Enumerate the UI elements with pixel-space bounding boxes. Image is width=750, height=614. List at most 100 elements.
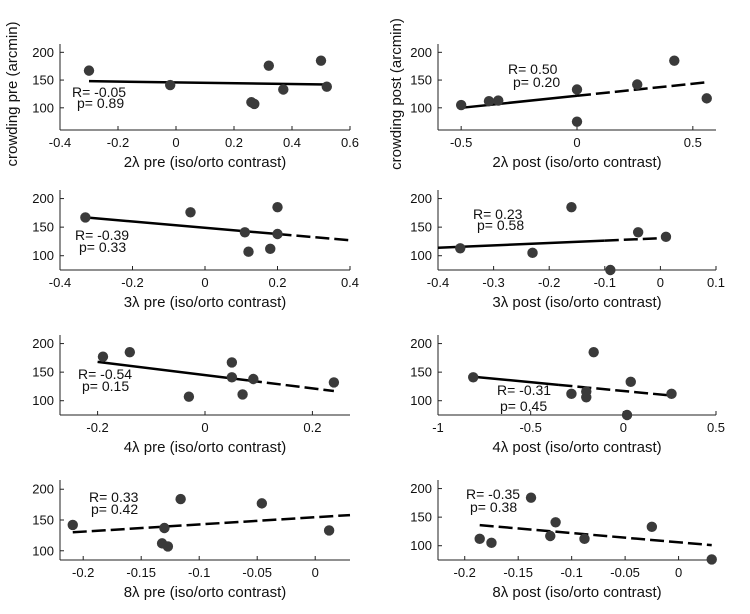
y-tick-label: 200 xyxy=(410,481,432,496)
x-tick-label: -0.2 xyxy=(121,275,143,290)
x-tick-label: 0.6 xyxy=(341,135,359,150)
panel-p4: -0.4 -0.3 -0.2 -0.1 0 0.1 100 150 200 3λ post (is… xyxy=(410,190,725,311)
x-tick-label: 0 xyxy=(620,420,627,435)
p-value-annotation: p= 0.38 xyxy=(470,499,517,515)
x-tick-label: 0.5 xyxy=(684,135,702,150)
data-point xyxy=(328,377,340,388)
data-point xyxy=(571,116,583,127)
x-tick-label: 0.4 xyxy=(283,135,301,150)
regression-line-solid xyxy=(88,79,327,86)
data-point xyxy=(323,525,335,536)
data-point xyxy=(646,521,658,533)
x-tick-label: -0.1 xyxy=(594,275,616,290)
data-point xyxy=(571,84,583,95)
data-point xyxy=(666,388,677,400)
panel-p5: -0.2 0 0.2 100 150 200 4λ pre (iso/orto contra… xyxy=(32,335,350,456)
x-tick-label: -0.2 xyxy=(538,275,560,290)
data-point xyxy=(455,99,467,111)
data-point xyxy=(165,79,176,91)
data-point xyxy=(80,212,91,223)
x-tick-label: 0.2 xyxy=(225,135,243,150)
p-value-annotation: p= 0.45 xyxy=(500,398,547,414)
regression-line-dashed xyxy=(247,379,335,393)
r-value-annotation: R= 0.23 xyxy=(473,206,523,222)
y-tick-label: 150 xyxy=(32,220,54,235)
data-point xyxy=(483,95,495,107)
x-tick-label: 0 xyxy=(201,275,208,290)
panel-p1: -0.4 -0.2 0 0.2 0.4 0.6 100 150 200 2λ pre (iso/o… xyxy=(4,21,359,171)
data-point xyxy=(263,60,274,71)
panel-p7: -0.2 -0.15 -0.1 -0.05 0 100 150 200 8λ pre (iso/… xyxy=(32,480,351,601)
x-tick-label: -0.2 xyxy=(86,420,108,435)
x-tick-label: -0.05 xyxy=(610,565,640,580)
p-value-annotation: p= 0.15 xyxy=(82,378,129,394)
data-point xyxy=(243,246,254,257)
data-point xyxy=(315,55,327,66)
x-tick-label: -0.3 xyxy=(482,275,504,290)
x-tick-label: 0 xyxy=(172,135,179,150)
x-tick-label: -0.1 xyxy=(560,565,582,580)
data-point xyxy=(701,93,712,104)
x-tick-label: -0.4 xyxy=(427,275,449,290)
x-axis-label: 2λ post (iso/orto contrast) xyxy=(492,154,661,171)
data-point xyxy=(237,389,248,400)
x-tick-label: 0.4 xyxy=(341,275,359,290)
x-tick-label: -0.2 xyxy=(72,565,94,580)
r-value-annotation: R= 0.33 xyxy=(89,489,139,505)
data-point xyxy=(605,264,616,276)
r-value-annotation: R= -0.54 xyxy=(78,366,132,382)
x-tick-label: -0.05 xyxy=(242,565,272,580)
data-point xyxy=(621,409,633,421)
data-point xyxy=(272,201,283,213)
data-point xyxy=(625,376,636,388)
data-point xyxy=(256,498,268,509)
y-tick-label: 200 xyxy=(410,45,432,60)
x-axis-label: 4λ post (iso/orto contrast) xyxy=(492,439,661,456)
x-axis-label: 4λ pre (iso/orto contrast) xyxy=(124,439,287,456)
y-tick-label: 100 xyxy=(32,393,54,408)
y-tick-label: 100 xyxy=(32,248,54,263)
x-tick-label: -0.1 xyxy=(188,565,210,580)
data-point xyxy=(525,492,537,503)
y-axis-label: crowding post (arcmin) xyxy=(388,18,405,170)
data-point xyxy=(67,519,78,531)
data-point xyxy=(632,227,644,238)
data-point xyxy=(159,522,170,534)
p-value-annotation: p= 0.33 xyxy=(79,239,126,255)
data-point xyxy=(545,530,556,542)
x-axis-label: 2λ pre (iso/orto contrast) xyxy=(124,154,287,171)
data-point xyxy=(588,346,599,358)
data-point xyxy=(265,243,276,255)
data-point xyxy=(248,373,259,385)
r-value-annotation: R= -0.31 xyxy=(497,382,551,398)
y-tick-label: 150 xyxy=(410,510,432,525)
r-value-annotation: R= -0.05 xyxy=(72,84,126,100)
y-tick-label: 200 xyxy=(32,45,54,60)
x-axis-label: 3λ pre (iso/orto contrast) xyxy=(124,294,287,311)
y-tick-label: 100 xyxy=(410,100,432,115)
regression-line-solid xyxy=(473,375,559,387)
x-tick-label: 0 xyxy=(573,135,580,150)
y-tick-label: 100 xyxy=(410,538,432,553)
x-tick-label: -0.4 xyxy=(49,135,71,150)
data-point xyxy=(278,84,289,95)
regression-line-dashed xyxy=(72,513,351,534)
p-value-annotation: p= 0.89 xyxy=(77,95,124,111)
x-tick-label: 0.2 xyxy=(303,420,321,435)
data-point xyxy=(162,541,174,552)
data-point xyxy=(550,517,561,528)
y-tick-label: 150 xyxy=(32,365,54,380)
data-point xyxy=(581,386,592,397)
x-axis-label: 8λ post (iso/orto contrast) xyxy=(492,584,661,601)
y-axis-label: crowding pre (arcmin) xyxy=(4,21,21,166)
regression-line-solid xyxy=(437,239,605,249)
x-tick-label: 0.2 xyxy=(268,275,286,290)
y-tick-label: 200 xyxy=(410,191,432,206)
data-point xyxy=(83,65,95,76)
regression-line-dashed xyxy=(576,81,707,98)
data-point xyxy=(97,351,109,362)
y-tick-label: 150 xyxy=(410,220,432,235)
regression-line-dashed xyxy=(277,232,351,242)
y-tick-label: 150 xyxy=(410,73,432,88)
